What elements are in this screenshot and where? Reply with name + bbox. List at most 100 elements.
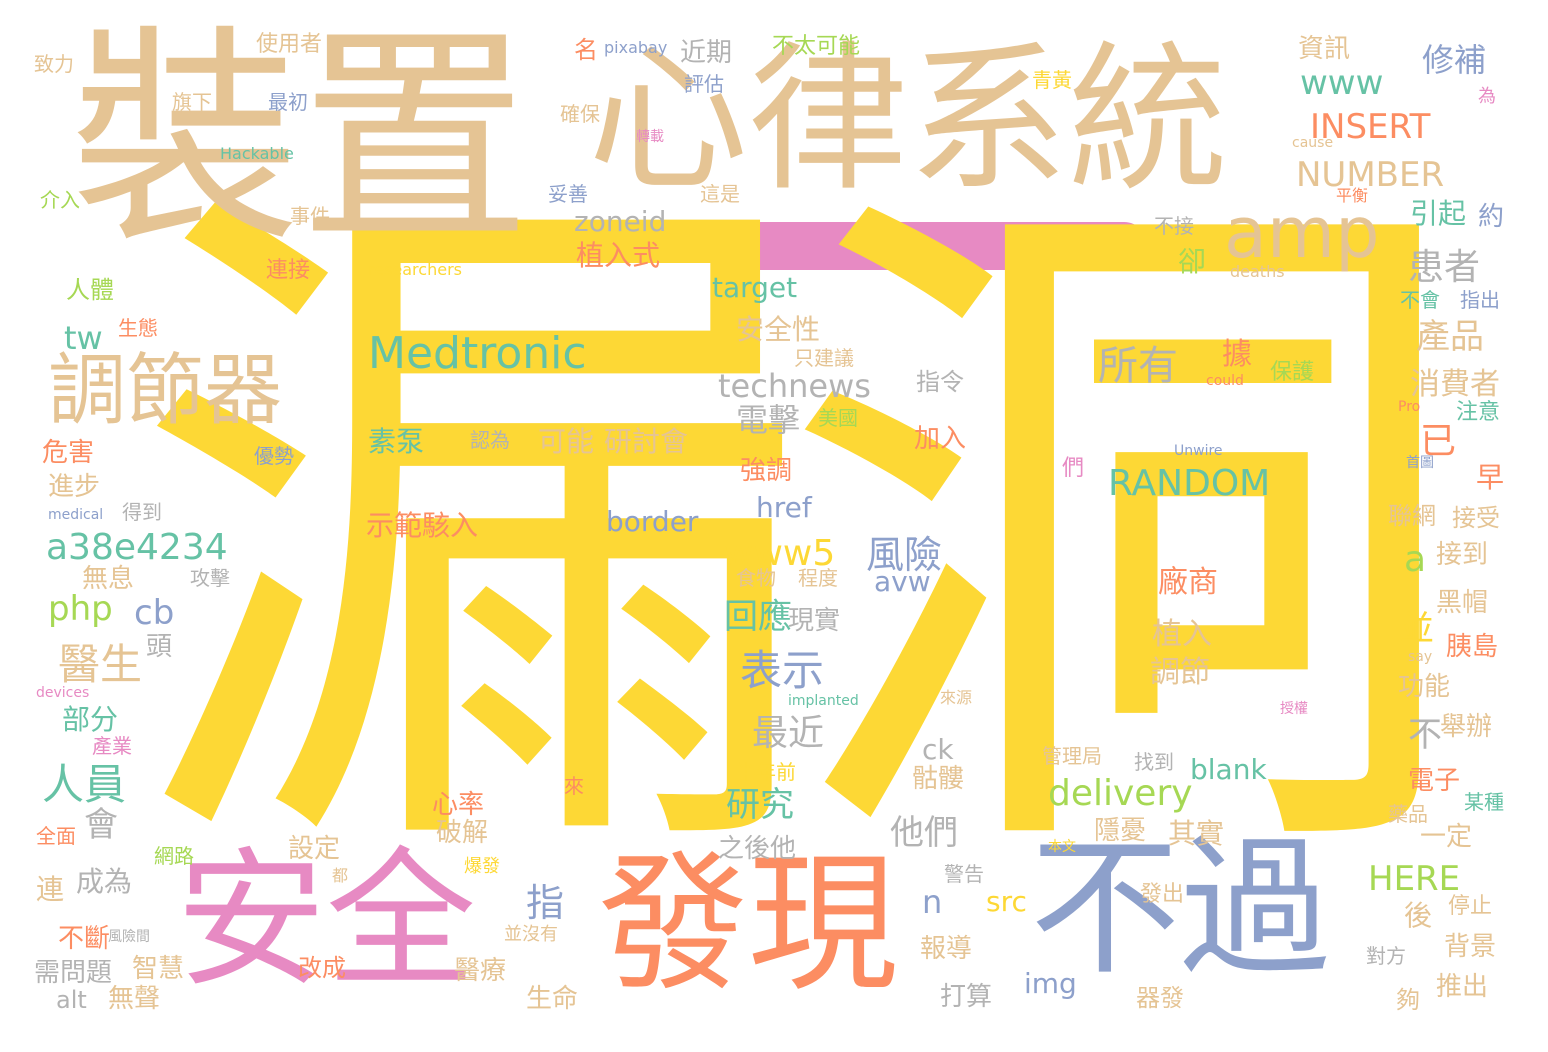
word-cloud-word: technews xyxy=(718,367,871,405)
word-cloud-word: 人員 xyxy=(42,760,127,809)
word-cloud-word: 可能 xyxy=(538,425,595,458)
word-cloud-word: implanted xyxy=(788,693,859,709)
word-cloud-word: 藥品 xyxy=(1388,802,1428,826)
word-cloud-word: 平衡 xyxy=(1336,186,1369,205)
word-cloud-word: www xyxy=(1300,63,1384,103)
word-cloud-word: 使用者 xyxy=(256,32,323,57)
word-cloud-word: 確保 xyxy=(560,102,600,126)
word-cloud-word: 植入式 xyxy=(576,239,661,272)
word-cloud-word: 某種 xyxy=(1464,790,1504,814)
word-cloud-word: 研究 xyxy=(726,785,794,825)
word-cloud-word: 加入 xyxy=(914,424,967,454)
word-cloud-word: 電擊 xyxy=(736,401,801,439)
word-cloud-word: 其實 xyxy=(1168,817,1225,850)
word-cloud-word: 全面 xyxy=(36,824,76,848)
word-cloud-word: 心律系統 xyxy=(588,26,1229,213)
word-cloud-word: 設定 xyxy=(288,834,341,864)
word-cloud-word: 網路 xyxy=(154,844,194,868)
word-cloud-word: border xyxy=(606,505,699,538)
word-cloud-word: 表示 xyxy=(740,646,825,695)
word-cloud-word: 產業 xyxy=(92,734,132,758)
word-cloud-word: 推出 xyxy=(1436,972,1489,1002)
word-cloud-word: 舉辦 xyxy=(1440,712,1493,742)
word-cloud-word: 骷髏 xyxy=(912,764,965,794)
word-cloud-word: 調節 xyxy=(1150,655,1210,690)
word-cloud-word: img xyxy=(1024,967,1077,1000)
word-cloud-word: zoneid xyxy=(574,205,667,238)
word-cloud-word: 無聲 xyxy=(108,984,161,1014)
word-cloud-word: 並沒有 xyxy=(504,924,558,945)
word-cloud-word: 一定 xyxy=(1420,822,1473,852)
word-cloud-word: 修補 xyxy=(1422,41,1487,79)
word-cloud-word: Medtronic xyxy=(368,328,587,379)
word-cloud-word: 黑帽 xyxy=(1436,588,1489,618)
word-cloud-word: 並 xyxy=(1400,609,1434,649)
word-cloud-word: 管理局 xyxy=(1042,744,1102,768)
word-cloud-word: 胰島 xyxy=(1446,632,1499,662)
word-cloud-word: 事件 xyxy=(290,204,330,228)
word-cloud-word: 安全性 xyxy=(736,313,821,346)
word-cloud-word: 聯網 xyxy=(1388,502,1436,530)
word-cloud-word: 致力 xyxy=(34,52,74,76)
word-cloud-word: 最初 xyxy=(268,90,308,114)
word-cloud-word: 半年前 xyxy=(736,760,796,784)
word-cloud-word: 不太可能 xyxy=(772,34,861,59)
word-cloud-word: 介入 xyxy=(40,188,80,212)
word-cloud-word: 不會 xyxy=(1400,288,1440,312)
word-cloud-word: 只建議 xyxy=(794,346,854,370)
word-cloud-word: avw xyxy=(874,565,931,598)
word-cloud-word: 報導 xyxy=(920,934,973,964)
word-cloud-word: 指出 xyxy=(1460,288,1500,312)
word-cloud-word: deaths xyxy=(1230,262,1285,281)
word-cloud-word: 醫療 xyxy=(454,956,507,986)
word-cloud-word: medical xyxy=(48,507,104,523)
word-cloud-word: 已 xyxy=(1420,421,1457,462)
word-cloud-word: 早 xyxy=(1476,461,1505,494)
word-cloud-word: 研討會 xyxy=(604,425,689,458)
word-cloud-word: 器發 xyxy=(1136,984,1184,1012)
word-cloud-word: src xyxy=(986,885,1027,918)
word-cloud-word: 示範駭入 xyxy=(366,509,479,542)
word-cloud-word: 電子 xyxy=(1408,766,1461,796)
word-cloud-word: 得到 xyxy=(122,500,162,524)
word-cloud-word: cb xyxy=(134,593,175,633)
word-cloud-word: 生命 xyxy=(526,984,579,1014)
word-cloud-word: 生態 xyxy=(118,316,158,340)
word-cloud-word: 不斷 xyxy=(58,924,111,954)
word-cloud-word: 頭 xyxy=(146,632,173,662)
word-cloud-word: 強調 xyxy=(740,456,793,486)
word-cloud-word: 近期 xyxy=(680,38,733,68)
word-cloud-word: target xyxy=(712,271,798,304)
word-cloud-word: 卻 xyxy=(1178,245,1207,278)
word-cloud-word: 漏洞 xyxy=(130,135,1470,938)
word-cloud-word: 危害 xyxy=(42,438,95,468)
word-cloud-word: 據 xyxy=(1222,337,1252,372)
word-cloud-word: 進步 xyxy=(48,472,101,502)
word-cloud-word: 回應 xyxy=(724,597,792,637)
word-cloud-word: 需問題 xyxy=(34,958,113,988)
word-cloud-word: 後 xyxy=(1404,899,1433,932)
word-cloud-word: 最近 xyxy=(752,713,825,754)
word-cloud-word: 攻擊 xyxy=(190,566,230,590)
word-cloud-word: 會 xyxy=(84,805,118,845)
word-cloud-word: 這是 xyxy=(700,182,740,206)
word-cloud-word: 首圖 xyxy=(1406,455,1434,471)
word-cloud-word: n xyxy=(922,883,943,921)
word-cloud-word: 不過 xyxy=(1030,822,1331,996)
word-cloud-word: 患者 xyxy=(1408,247,1481,288)
word-cloud-word: 旗下 xyxy=(172,90,212,114)
word-cloud-word: 認為 xyxy=(470,428,510,452)
word-cloud-word: 消費者 xyxy=(1410,367,1500,402)
word-cloud-word: 不 xyxy=(1408,715,1442,755)
word-cloud-word: a xyxy=(1404,539,1427,580)
word-cloud-word: 智慧 xyxy=(132,954,185,984)
word-cloud-word: 裝置 xyxy=(70,7,531,274)
word-cloud-word: Pro xyxy=(1398,399,1421,415)
word-cloud-word: could xyxy=(1206,373,1244,389)
word-cloud-word: 約 xyxy=(1478,202,1505,232)
word-cloud-word: researchers xyxy=(368,260,462,279)
word-cloud-word: delivery xyxy=(1048,773,1193,814)
word-cloud-word: 來 xyxy=(564,774,584,798)
word-cloud-word: 安全 xyxy=(176,834,477,1008)
